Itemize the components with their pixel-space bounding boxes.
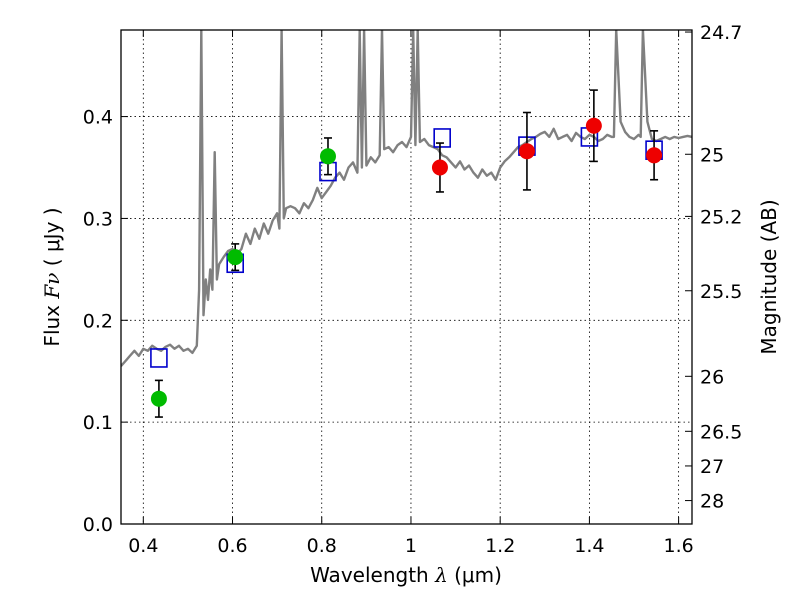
x-tick-label: 1.4 bbox=[574, 535, 604, 557]
y-axis-label: Flux Fν ( μJy ) bbox=[40, 207, 64, 346]
plot-frame bbox=[120, 29, 693, 525]
observed-nir-point bbox=[431, 159, 448, 176]
x-tick-label: 1 bbox=[405, 535, 417, 557]
observed-optical-point bbox=[319, 148, 336, 165]
right-tick-label: 26.5 bbox=[700, 421, 742, 443]
y-tick-label: 0.1 bbox=[83, 412, 113, 434]
observed-optical-point bbox=[150, 390, 167, 407]
x-tick-label: 0.6 bbox=[217, 535, 247, 557]
x-tick-label: 1.2 bbox=[485, 535, 515, 557]
right-tick-label: 24.7 bbox=[700, 22, 742, 44]
right-tick-label: 25.2 bbox=[700, 206, 742, 228]
right-axis-label: Magnitude (AB) bbox=[757, 199, 781, 354]
x-tick-label: 1.6 bbox=[664, 535, 694, 557]
model-photometry-square bbox=[433, 128, 451, 148]
x-axis-label: Wavelength λ (μm) bbox=[310, 563, 502, 587]
grid bbox=[121, 30, 692, 525]
observed-nir-point bbox=[646, 147, 663, 164]
observed-nir-point bbox=[518, 143, 535, 160]
x-tick-label: 0.4 bbox=[128, 535, 158, 557]
observed-nir-point bbox=[585, 117, 602, 134]
y-tick-label: 0.2 bbox=[83, 310, 113, 332]
right-tick-label: 25 bbox=[700, 144, 724, 166]
observed-optical-point bbox=[227, 249, 244, 266]
x-tick-label: 0.8 bbox=[307, 535, 337, 557]
model-spectrum-line bbox=[121, 30, 692, 367]
y-tick-label: 0.4 bbox=[83, 107, 113, 129]
model-photometry-square bbox=[150, 348, 168, 368]
right-tick-label: 28 bbox=[700, 491, 724, 513]
right-tick-label: 27 bbox=[700, 456, 724, 478]
right-tick-label: 26 bbox=[700, 366, 724, 388]
y-tick-label: 0.0 bbox=[83, 514, 113, 536]
right-tick-label: 25.5 bbox=[700, 281, 742, 303]
y-tick-label: 0.3 bbox=[83, 208, 113, 230]
